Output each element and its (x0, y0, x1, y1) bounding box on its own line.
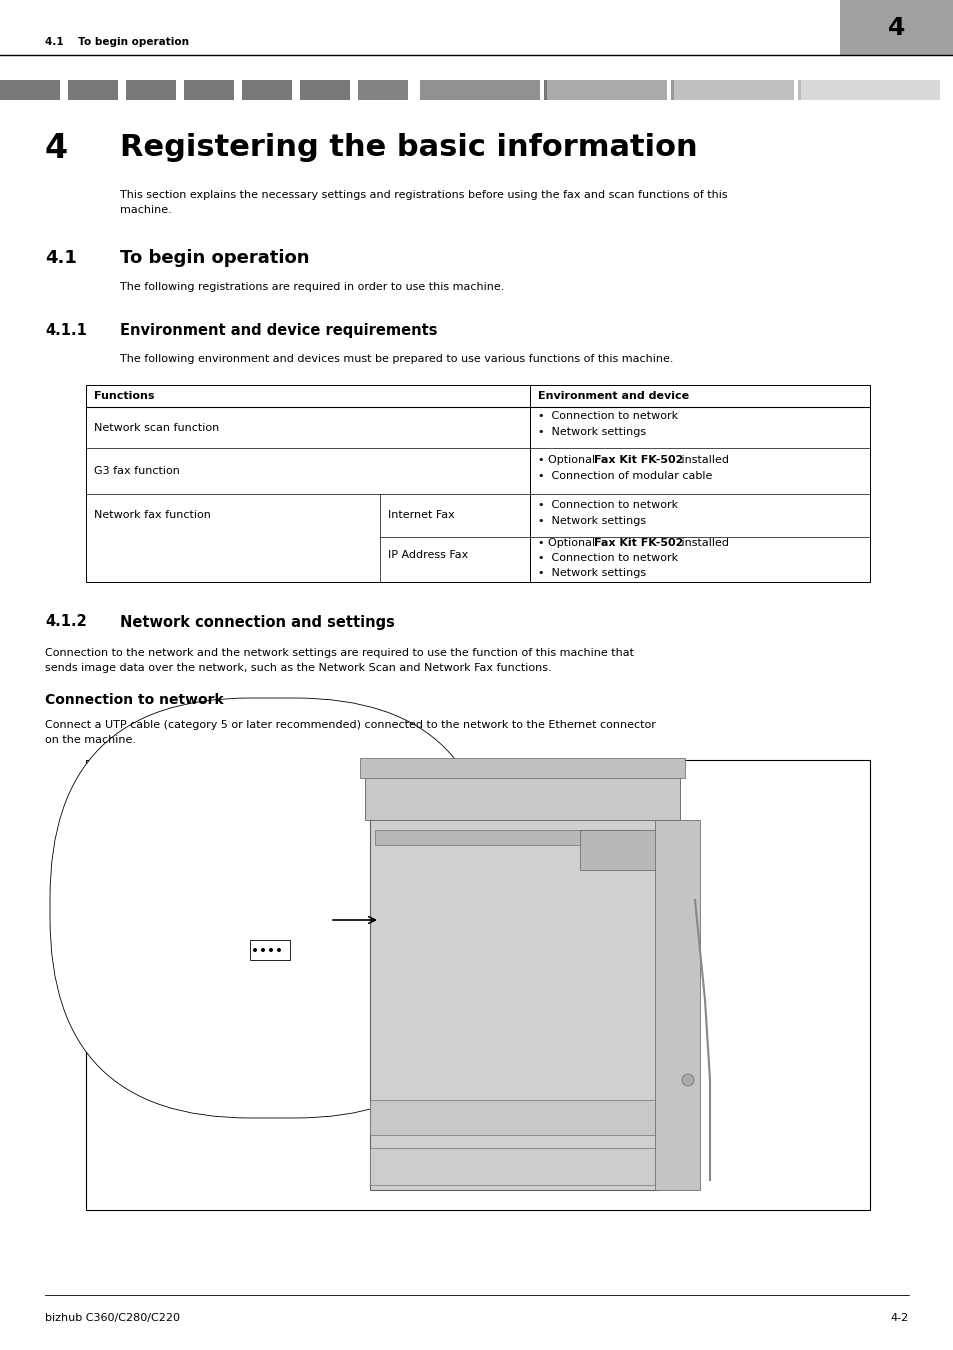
Bar (0, 80, 60, 100)
Text: Connection to the network and the network settings are required to use the funct: Connection to the network and the networ… (45, 648, 634, 672)
Text: IP Address Fax: IP Address Fax (388, 549, 468, 560)
Text: 4-2: 4-2 (890, 1314, 908, 1323)
Text: installed: installed (678, 455, 728, 464)
Bar (797, 80, 801, 100)
Bar (801, 80, 939, 100)
Bar (250, 869, 310, 882)
Text: •  Connection to network: • Connection to network (537, 500, 678, 510)
Text: Fax Kit FK-502: Fax Kit FK-502 (594, 455, 682, 464)
Bar (359, 757, 684, 778)
Bar (579, 830, 659, 869)
Bar (370, 795, 659, 1189)
Text: Connect a UTP cable (category 5 or later recommended) connected to the network t: Connect a UTP cable (category 5 or later… (45, 720, 656, 745)
Bar (546, 80, 666, 100)
Text: installed: installed (678, 539, 728, 548)
Text: Environment and device requirements: Environment and device requirements (120, 323, 437, 338)
Text: The following registrations are required in order to use this machine.: The following registrations are required… (120, 282, 504, 292)
Text: •  Network settings: • Network settings (537, 516, 645, 526)
Text: • Optional: • Optional (537, 539, 598, 548)
Text: Network scan function: Network scan function (94, 423, 219, 433)
FancyBboxPatch shape (50, 698, 495, 1118)
Bar (250, 973, 310, 985)
Text: Environment and device: Environment and device (537, 392, 688, 401)
Bar (840, 0, 953, 55)
Text: • Optional: • Optional (537, 455, 598, 464)
Text: •  Network settings: • Network settings (537, 427, 645, 437)
Text: The following environment and devices must be prepared to use various functions : The following environment and devices mu… (120, 354, 673, 364)
Bar (655, 819, 700, 1189)
Text: Fax Kit FK-502: Fax Kit FK-502 (594, 539, 682, 548)
Bar (375, 830, 639, 845)
Bar (250, 940, 290, 960)
Text: 4: 4 (887, 16, 904, 40)
Bar (250, 944, 310, 956)
Circle shape (269, 948, 273, 952)
Text: Network fax function: Network fax function (94, 510, 211, 520)
Circle shape (681, 1075, 693, 1085)
Text: •  Connection of modular cable: • Connection of modular cable (537, 471, 712, 481)
Text: 4.1: 4.1 (45, 248, 77, 267)
Circle shape (253, 948, 256, 952)
Circle shape (276, 948, 281, 952)
Bar (299, 80, 350, 100)
Bar (543, 80, 546, 100)
Bar (673, 80, 793, 100)
Text: •  Network settings: • Network settings (537, 568, 645, 578)
Text: Functions: Functions (94, 392, 154, 401)
Bar (254, 840, 285, 856)
Bar (250, 904, 310, 917)
Bar (254, 865, 271, 882)
Circle shape (261, 948, 265, 952)
Bar (370, 1148, 659, 1185)
Bar (370, 1100, 659, 1135)
Bar (250, 838, 310, 850)
Text: Network connection and settings: Network connection and settings (120, 614, 395, 629)
Bar (184, 80, 233, 100)
Bar (365, 775, 679, 819)
Bar (86, 760, 869, 1210)
Text: 4.1    To begin operation: 4.1 To begin operation (45, 36, 189, 47)
Bar (68, 80, 118, 100)
Bar (357, 80, 408, 100)
Text: Internet Fax: Internet Fax (388, 510, 455, 520)
Text: 4.1.2: 4.1.2 (45, 614, 87, 629)
Text: G3 fax function: G3 fax function (94, 466, 180, 477)
Text: 4.1.1: 4.1.1 (45, 323, 87, 338)
Bar (419, 80, 539, 100)
Bar (670, 80, 673, 100)
Text: bizhub C360/C280/C220: bizhub C360/C280/C220 (45, 1314, 180, 1323)
Text: •  Connection to network: • Connection to network (537, 554, 678, 563)
Bar (242, 80, 292, 100)
Text: This section explains the necessary settings and registrations before using the : This section explains the necessary sett… (120, 190, 727, 215)
Text: Registering the basic information: Registering the basic information (120, 134, 697, 162)
Text: •  Connection to network: • Connection to network (537, 410, 678, 421)
Text: To begin operation: To begin operation (120, 248, 309, 267)
Bar (234, 830, 325, 1000)
Text: 4: 4 (45, 131, 68, 165)
Text: Connection to network: Connection to network (45, 693, 223, 707)
Bar (126, 80, 175, 100)
Bar (86, 385, 869, 582)
